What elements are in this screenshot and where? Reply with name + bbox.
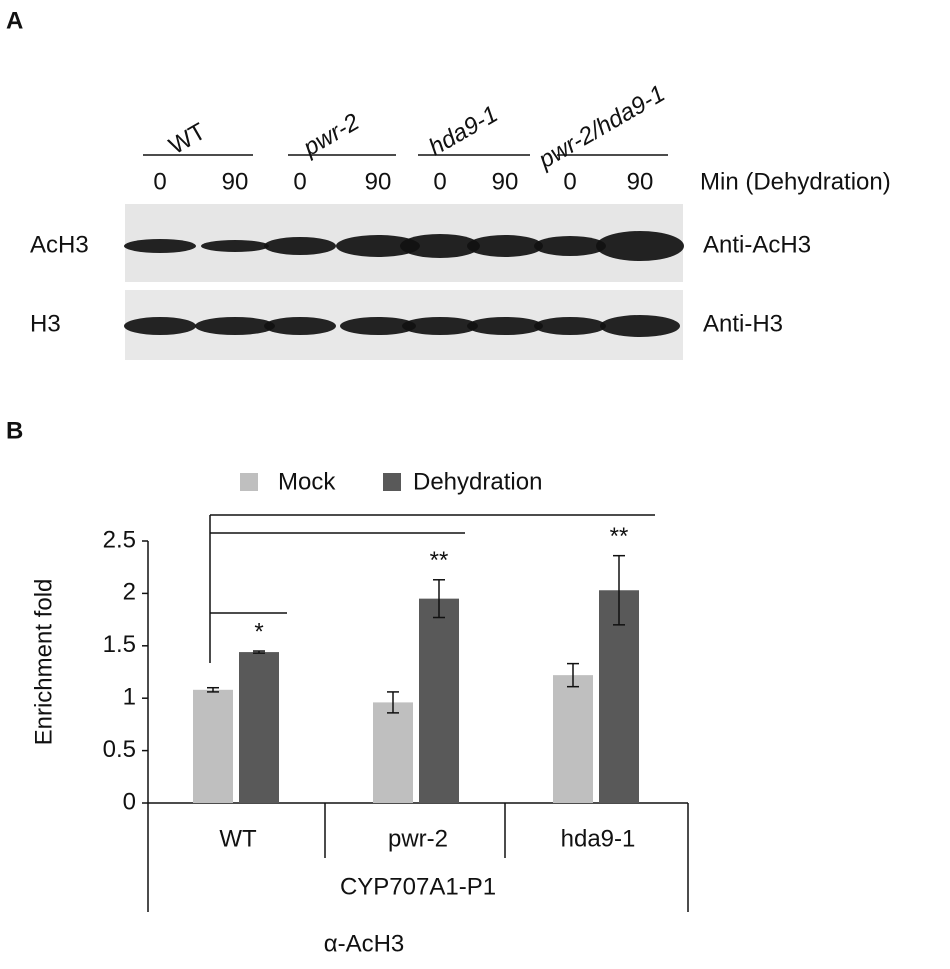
blot-band [400, 234, 480, 258]
y-tick-label: 1.5 [103, 631, 136, 658]
antibody-label: Anti-AcH3 [703, 231, 811, 258]
legend-swatch [240, 473, 258, 491]
bar [419, 598, 459, 803]
time-label: 0 [293, 168, 306, 195]
time-label: 90 [627, 168, 654, 195]
panel-label: B [6, 417, 23, 444]
group-label: α-AcH3 [324, 930, 405, 957]
x-tick-label: WT [219, 825, 257, 852]
significance: * [254, 618, 263, 645]
error-bar [253, 650, 265, 654]
y-tick-label: 2.5 [103, 526, 136, 553]
blot-band [195, 317, 275, 335]
lane-label: pwr-2 [298, 108, 364, 162]
y-tick-label: 2 [123, 579, 136, 606]
time-label: 0 [433, 168, 446, 195]
bar [373, 702, 413, 803]
x-tick-label: pwr-2 [388, 825, 448, 852]
blot-band [201, 240, 269, 252]
time-label: 0 [153, 168, 166, 195]
significance: ** [430, 547, 449, 574]
error-bar [387, 691, 399, 714]
blot-band [534, 236, 606, 256]
blot-band [596, 231, 684, 261]
blot-band [340, 317, 416, 335]
lane-label: WT [165, 118, 211, 160]
blot-band [336, 235, 420, 257]
panel-label: A [6, 7, 23, 34]
blot-band [534, 317, 606, 335]
y-axis-label: Enrichment fold [30, 579, 57, 746]
x-tick-label: hda9-1 [561, 825, 636, 852]
bracket-lines [209, 514, 655, 663]
legend-swatch [383, 473, 401, 491]
blot-band [467, 235, 543, 257]
time-label: 90 [222, 168, 249, 195]
lane-label: pwr-2/hda9-1 [533, 80, 669, 174]
blot-band [124, 317, 196, 335]
time-label: 90 [365, 168, 392, 195]
blot-band [264, 317, 336, 335]
blot-band [124, 239, 196, 253]
error-bar [613, 554, 625, 626]
antibody-label: Anti-H3 [703, 310, 783, 337]
legend-label: Dehydration [413, 468, 542, 495]
time-label: 0 [563, 168, 576, 195]
row-label: AcH3 [30, 231, 89, 258]
error-bar [433, 579, 445, 619]
legend-label: Mock [278, 468, 336, 495]
blot-band [264, 237, 336, 255]
blot-band [467, 317, 543, 335]
y-tick-label: 0 [123, 788, 136, 815]
lane-label: hda9-1 [424, 101, 502, 162]
error-bar [567, 662, 579, 688]
bar [193, 689, 233, 803]
time-axis-label: Min (Dehydration) [700, 168, 891, 195]
row-label: H3 [30, 310, 61, 337]
blot-band [600, 315, 680, 337]
group-label: CYP707A1-P1 [340, 873, 496, 900]
significance: ** [610, 523, 629, 550]
error-bar [207, 686, 219, 693]
y-tick-label: 0.5 [103, 736, 136, 763]
blot-band [402, 317, 478, 335]
bar [599, 590, 639, 803]
y-tick-label: 1 [123, 684, 136, 711]
bar [239, 652, 279, 803]
bar [553, 675, 593, 803]
time-label: 90 [492, 168, 519, 195]
